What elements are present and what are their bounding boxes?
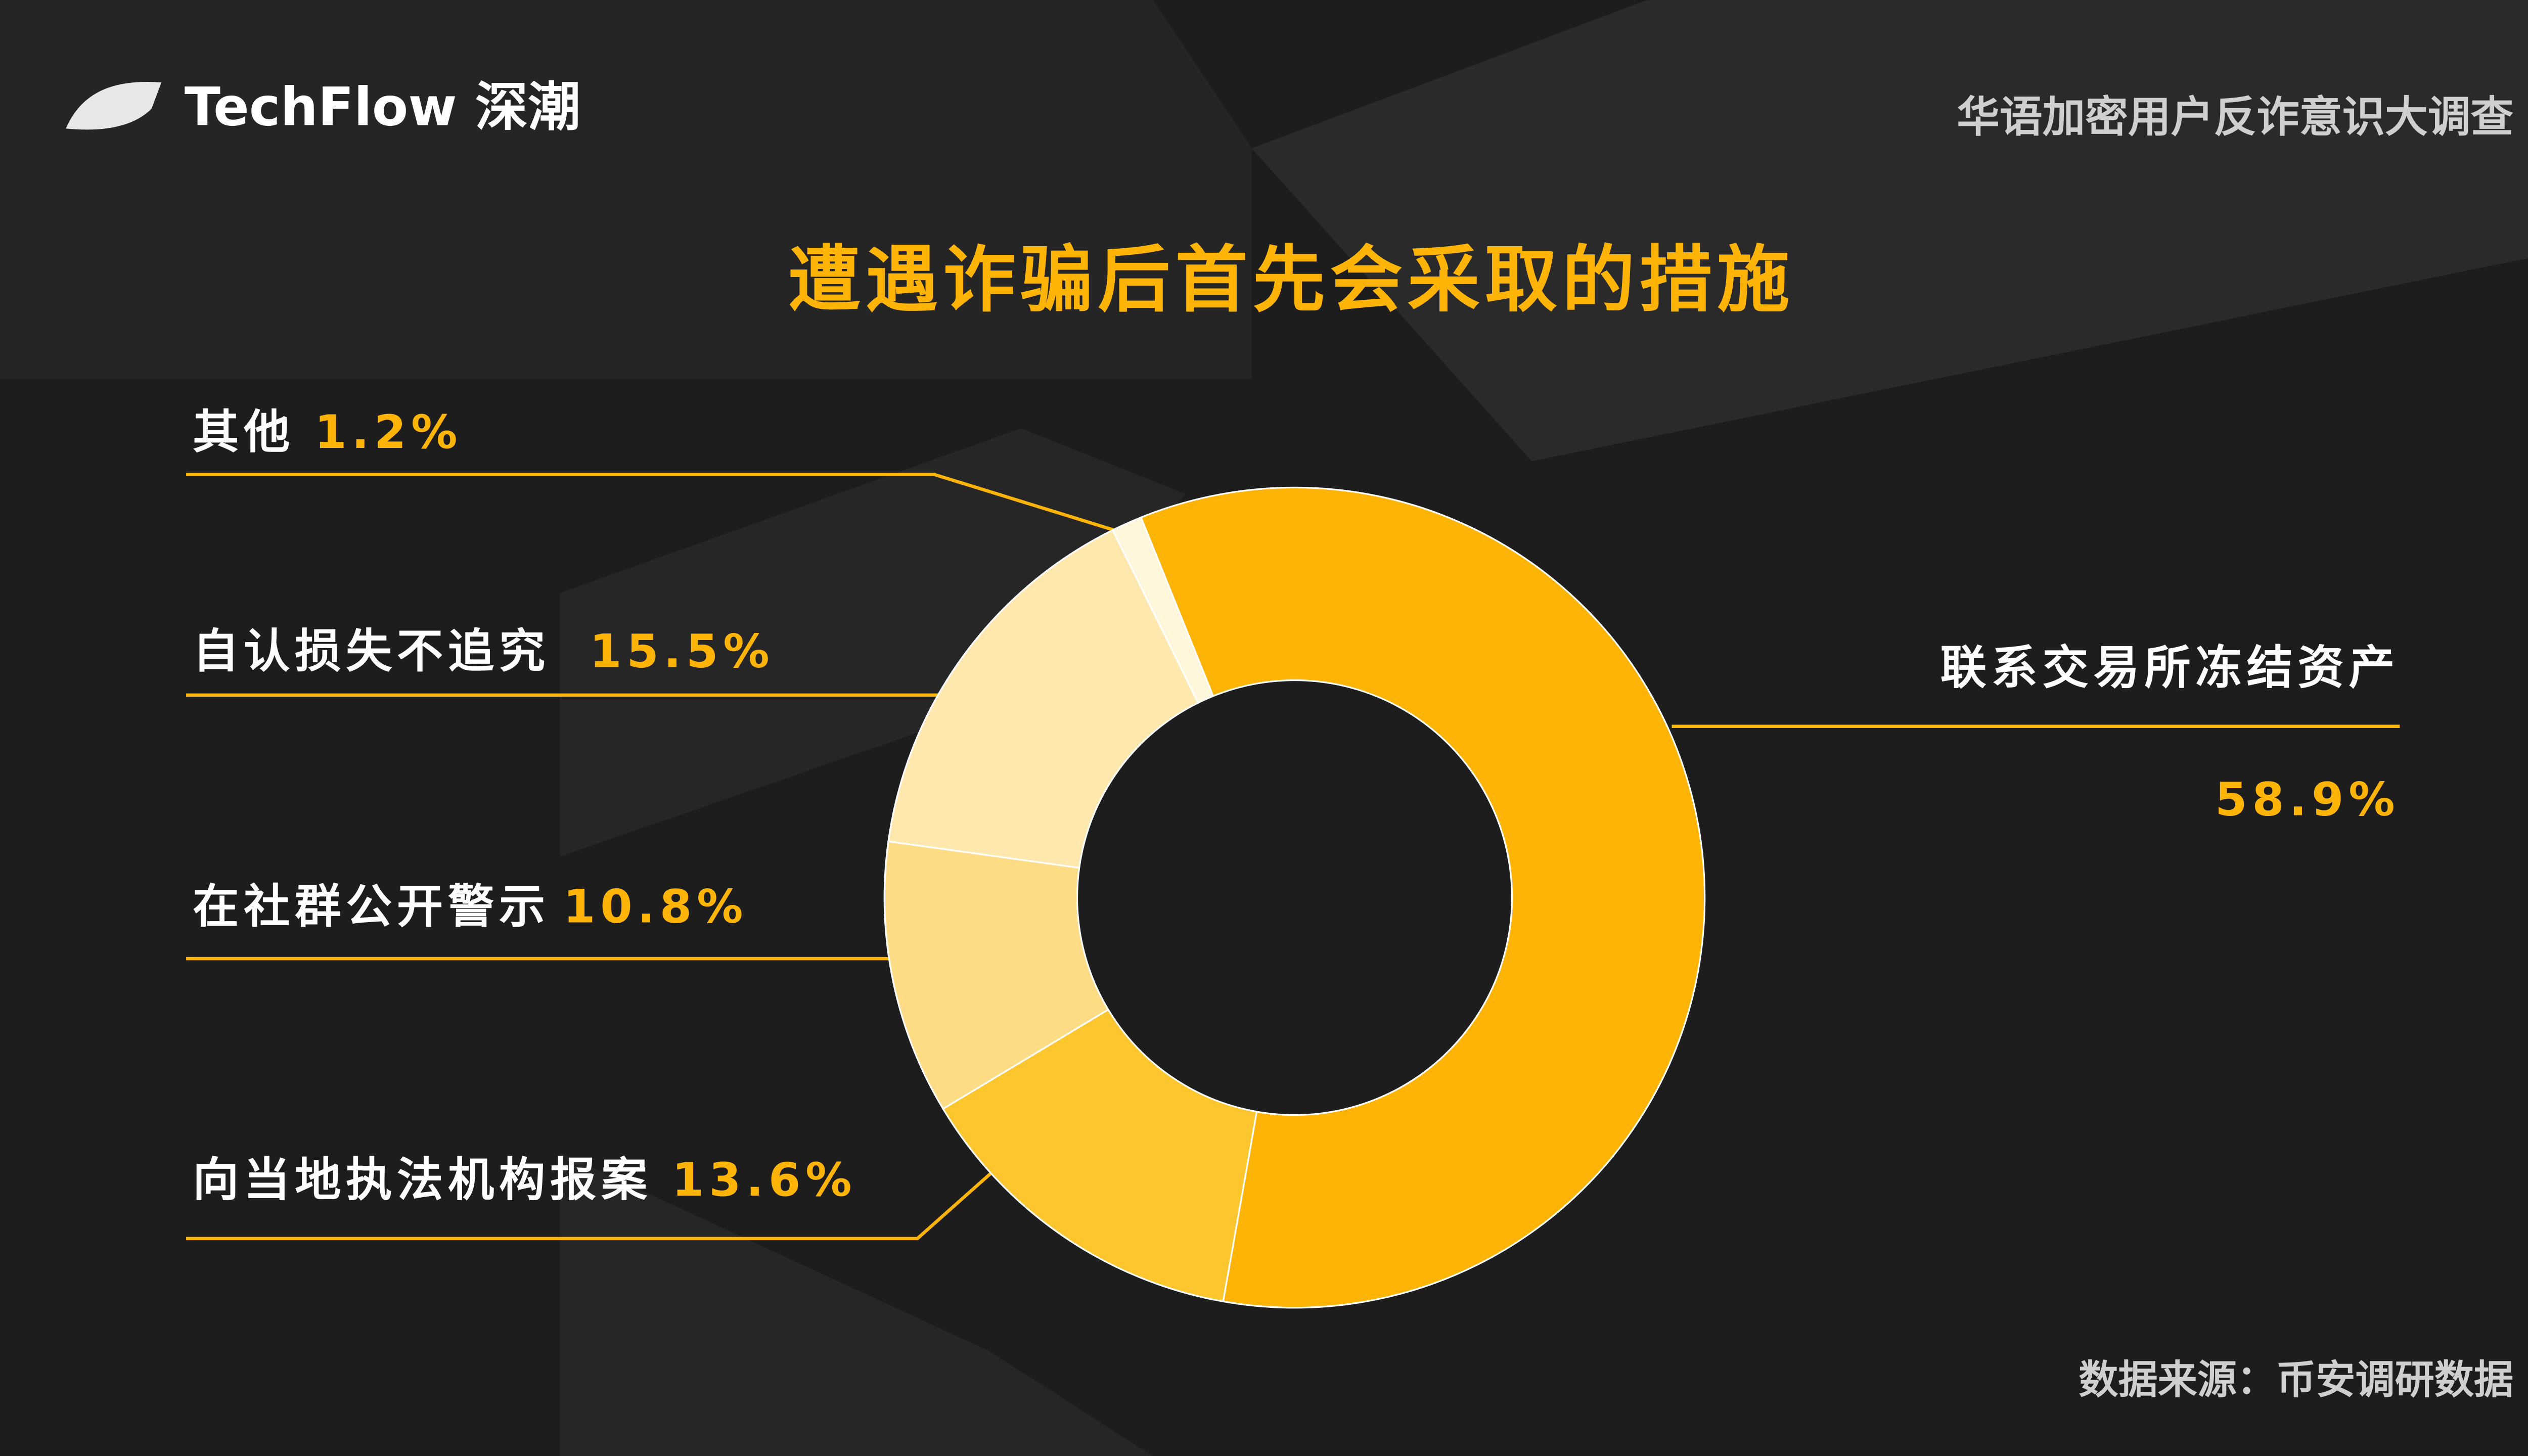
value-label: 1.2% — [314, 405, 462, 459]
value-label: 15.5% — [590, 624, 774, 678]
slice — [883, 840, 1110, 1110]
slice-label: 向当地执法机构报案 13.6% — [193, 1153, 856, 1207]
bg-shape — [560, 1153, 1153, 1456]
value-label: 13.6% — [672, 1153, 856, 1207]
survey-title: 华语加密用户反诈意识大调查 — [1957, 92, 2513, 142]
slice-label: 其他 1.2% — [193, 405, 462, 459]
bg-shape — [1251, 0, 2528, 462]
category-label: 联系交易所冻结资产 — [1940, 641, 2400, 695]
source: 数据来源：币安调研数据 — [2079, 1357, 2513, 1403]
bg-shape — [560, 428, 1186, 857]
chart-title: 遭遇诈骗后首先会采取的措施 — [788, 238, 1794, 322]
logo-icon — [66, 81, 162, 130]
category-label: 其他 — [193, 405, 295, 459]
slice — [1111, 516, 1214, 704]
bg-shape — [0, 0, 1252, 379]
leader-line — [186, 1171, 993, 1241]
slice-label: 在社群公开警示 10.8% — [193, 879, 748, 933]
leader-line — [186, 473, 1116, 532]
slice — [941, 1008, 1258, 1303]
value-label: 10.8% — [563, 879, 748, 933]
category-label: 自认损失不追究 — [193, 624, 550, 678]
logo-text: TechFlow 深潮 — [185, 76, 581, 138]
slice-label: 自认损失不追究 15.5% — [193, 624, 774, 678]
category-label: 在社群公开警示 — [193, 879, 550, 933]
category-label: 向当地执法机构报案 — [193, 1153, 652, 1207]
slice — [1140, 486, 1706, 1309]
donut — [883, 486, 1706, 1309]
slice — [887, 529, 1200, 869]
value-label: 58.9% — [2215, 772, 2400, 827]
